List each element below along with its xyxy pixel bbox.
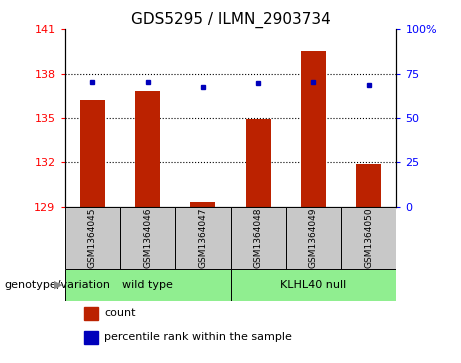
Text: wild type: wild type bbox=[122, 280, 173, 290]
Text: GSM1364050: GSM1364050 bbox=[364, 207, 373, 268]
Text: ▶: ▶ bbox=[54, 280, 62, 290]
Text: GSM1364048: GSM1364048 bbox=[254, 208, 263, 268]
Bar bbox=[356, 164, 381, 207]
Text: GSM1364049: GSM1364049 bbox=[309, 208, 318, 268]
Bar bbox=[246, 119, 271, 207]
Bar bbox=[175, 207, 230, 269]
Bar bbox=[301, 51, 326, 207]
Text: GSM1364045: GSM1364045 bbox=[88, 208, 97, 268]
Text: GSM1364046: GSM1364046 bbox=[143, 208, 152, 268]
Text: percentile rank within the sample: percentile rank within the sample bbox=[104, 332, 292, 342]
Bar bbox=[80, 100, 105, 207]
Bar bbox=[135, 91, 160, 207]
Bar bbox=[341, 207, 396, 269]
Text: GSM1364047: GSM1364047 bbox=[198, 208, 207, 268]
Bar bbox=[65, 207, 120, 269]
Bar bbox=[84, 307, 98, 320]
Text: KLHL40 null: KLHL40 null bbox=[280, 280, 347, 290]
Bar bbox=[84, 331, 98, 344]
Title: GDS5295 / ILMN_2903734: GDS5295 / ILMN_2903734 bbox=[130, 12, 331, 28]
Bar bbox=[286, 207, 341, 269]
Bar bbox=[65, 269, 230, 301]
Bar bbox=[190, 203, 215, 207]
Text: genotype/variation: genotype/variation bbox=[5, 280, 111, 290]
Bar bbox=[230, 207, 286, 269]
Text: count: count bbox=[104, 308, 136, 318]
Bar bbox=[230, 269, 396, 301]
Bar bbox=[120, 207, 175, 269]
